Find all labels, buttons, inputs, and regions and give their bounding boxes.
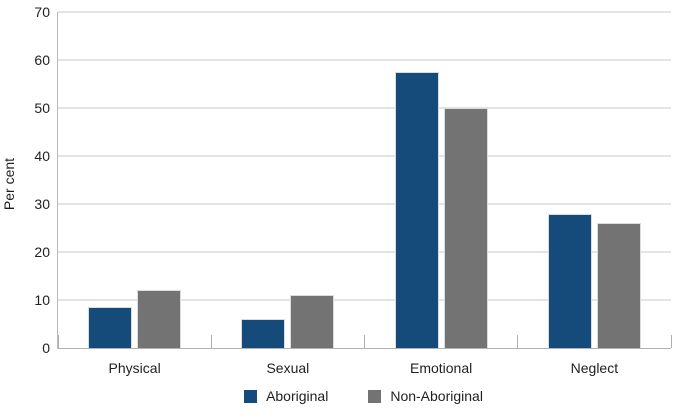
bar-aboriginal-emotional: [394, 72, 439, 348]
bar-non-aboriginal-physical: [137, 290, 182, 348]
y-axis-title: Per cent: [1, 157, 17, 211]
gridline: [58, 251, 671, 253]
x-axis-category-label: Emotional: [409, 360, 473, 376]
legend-swatch-non-aboriginal: [368, 389, 382, 403]
x-axis-tick: [210, 335, 212, 348]
y-axis-tick-label: 0: [42, 340, 50, 356]
y-axis-tick-label: 20: [34, 244, 50, 260]
bar-aboriginal-physical: [88, 307, 133, 348]
bar-non-aboriginal-sexual: [290, 295, 335, 348]
bar-group-neglect: [518, 12, 671, 348]
y-axis-tick-label: 70: [34, 4, 50, 20]
legend: Aboriginal Non-Aboriginal: [57, 388, 670, 404]
x-axis-tick: [57, 335, 59, 348]
y-axis-tick-label: 40: [34, 148, 50, 164]
y-axis-tick-label: 30: [34, 196, 50, 212]
legend-swatch-aboriginal: [244, 389, 258, 403]
bar-aboriginal-neglect: [547, 213, 592, 348]
x-axis-category-label: Sexual: [266, 360, 310, 376]
legend-label: Aboriginal: [266, 388, 329, 404]
legend-item-aboriginal: Aboriginal: [244, 388, 328, 404]
gridline: [58, 59, 671, 61]
bar-non-aboriginal-neglect: [596, 223, 641, 348]
gridline: [58, 11, 671, 13]
legend-label: Non-Aboriginal: [390, 388, 483, 404]
y-axis-tick-label: 50: [34, 100, 50, 116]
x-axis-category-label: Neglect: [570, 360, 619, 376]
bar-aboriginal-sexual: [241, 319, 286, 348]
x-axis-category-label: Physical: [108, 360, 161, 376]
bar-group-physical: [58, 12, 211, 348]
y-axis-tick-label: 60: [34, 52, 50, 68]
bar-non-aboriginal-emotional: [443, 108, 488, 348]
y-axis-tick-label: 10: [34, 292, 50, 308]
x-axis-tick: [517, 335, 519, 348]
gridline: [58, 203, 671, 205]
x-axis-tick: [670, 335, 672, 348]
gridline: [58, 155, 671, 157]
gridline: [58, 107, 671, 109]
plot-area: 0 10 20 30 40 50 60 70 Physical Sexual Emotional Ne…: [34, 5, 672, 376]
bar-group-sexual: [211, 12, 364, 348]
bar-group-emotional: [365, 12, 518, 348]
x-axis-tick: [364, 335, 365, 348]
gridline: [58, 299, 671, 301]
legend-item-non-aboriginal: Non-Aboriginal: [368, 388, 483, 404]
